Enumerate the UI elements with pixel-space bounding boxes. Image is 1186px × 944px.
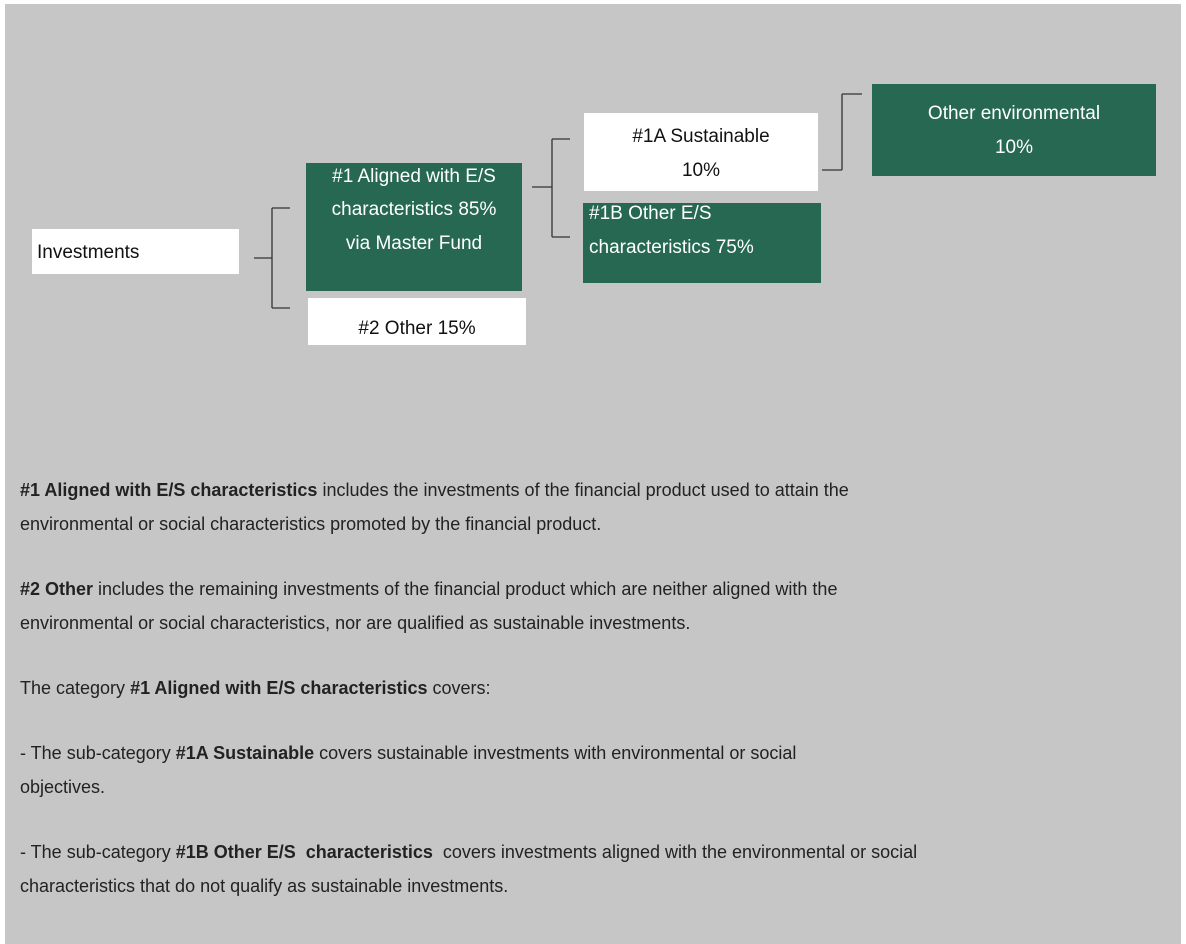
- node-label: Investments: [37, 242, 140, 263]
- text: covers:: [427, 678, 491, 698]
- text-line: The category #1 Aligned with E/S charact…: [20, 677, 491, 699]
- text: objectives.: [20, 777, 106, 797]
- node-label: characteristics 85%: [331, 199, 497, 220]
- text: - The sub-category: [20, 842, 176, 862]
- bold-text: #1 Aligned with E/S characteristics: [130, 678, 428, 698]
- node-label: Other environmental: [927, 103, 1101, 124]
- page: Investments #1 Aligned with E/S characteri…: [5, 4, 1181, 944]
- text-line: environmental or social characteristics,…: [20, 612, 690, 634]
- node-box: #2 Other 15%: [308, 298, 526, 345]
- bold-text: #1 Aligned with E/S characteristics: [20, 480, 318, 500]
- text: environmental or social characteristics,…: [20, 613, 691, 633]
- node-label: 10%: [994, 137, 1034, 158]
- text-line: #1 Aligned with E/S characteristics incl…: [20, 479, 849, 501]
- text: covers investments aligned with the envi…: [432, 842, 918, 862]
- node-label: characteristics 75%: [589, 237, 754, 258]
- text: includes the investments of the financia…: [317, 480, 849, 500]
- text: - The sub-category: [20, 743, 176, 763]
- bold-text: #1B Other E/S characteristics: [175, 842, 433, 862]
- text-line: - The sub-category #1B Other E/S charact…: [20, 841, 917, 863]
- text-line: environmental or social characteristics …: [20, 513, 601, 535]
- text: The category: [20, 678, 131, 698]
- bold-text: #2 Other: [20, 579, 94, 599]
- text-line: objectives.: [20, 776, 105, 798]
- text: environmental or social characteristics …: [20, 514, 602, 534]
- node-box: #1 Aligned with E/S characteristics 85% vi…: [306, 163, 522, 291]
- connectors: [254, 93, 862, 309]
- bold-text: #1A Sustainable: [175, 743, 315, 763]
- text: includes the remaining investments of th…: [93, 579, 838, 599]
- text-line: #2 Other includes the remaining investme…: [20, 578, 837, 600]
- node-label: #1B Other E/S: [589, 203, 712, 224]
- node-box: #1A Sustainable 10%: [584, 113, 818, 191]
- node-label: #1 Aligned with E/S: [332, 166, 496, 187]
- text: covers sustainable investments with envi…: [314, 743, 797, 763]
- node-label: 10%: [681, 160, 721, 181]
- node-label: #2 Other 15%: [358, 318, 476, 339]
- text-line: characteristics that do not qualify as s…: [20, 875, 508, 897]
- node-box: Other environmental 10%: [872, 84, 1156, 176]
- node-label: #1A Sustainable: [632, 126, 770, 147]
- node-label: via Master Fund: [345, 233, 483, 254]
- text-line: - The sub-category #1A Sustainable cover…: [20, 742, 796, 764]
- node-box: Investments: [32, 229, 239, 274]
- node-box: #1B Other E/S characteristics 75%: [583, 203, 821, 283]
- text: characteristics that do not qualify as s…: [20, 876, 509, 896]
